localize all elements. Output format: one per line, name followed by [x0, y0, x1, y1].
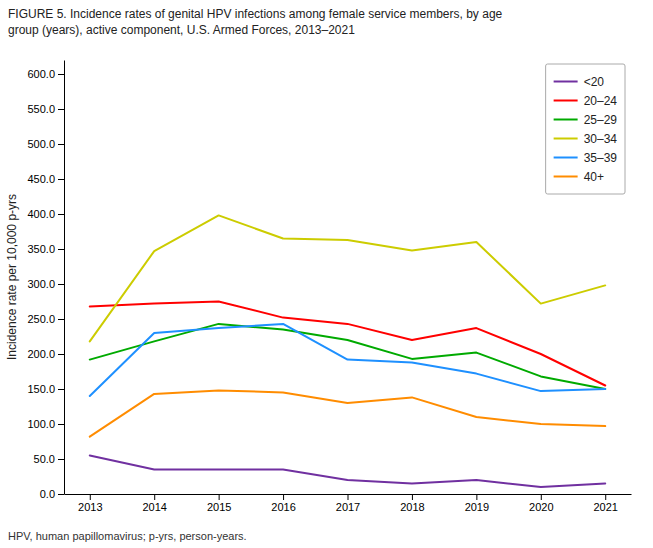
- series-line: [90, 324, 605, 389]
- y-axis: 0.0 50.0 100.0 150.0 200.0 250.0 300.0 350.0 400…: [27, 61, 64, 501]
- plot-area: [90, 215, 605, 487]
- series-line: [90, 390, 605, 436]
- x-tick-label: 2017: [336, 501, 360, 513]
- legend-label: 35–39: [584, 151, 618, 165]
- y-tick-label: 150.0: [27, 383, 55, 395]
- y-tick-label: 200.0: [27, 348, 55, 360]
- x-tick: 2017: [336, 494, 360, 513]
- x-tick: 2018: [400, 494, 424, 513]
- y-tick-mark: [58, 319, 64, 320]
- series-line: [90, 302, 605, 386]
- y-tick-mark: [58, 214, 64, 215]
- y-tick-label: 0.0: [40, 488, 55, 500]
- x-tick-mark: [90, 494, 91, 500]
- y-tick-label: 250.0: [27, 313, 55, 325]
- y-tick-mark: [58, 109, 64, 110]
- y-tick-label: 500.0: [27, 138, 55, 150]
- x-tick-mark: [541, 494, 542, 500]
- legend-label: <20: [584, 75, 605, 89]
- x-tick-label: 2014: [142, 501, 166, 513]
- x-tick-label: 2018: [400, 501, 424, 513]
- x-tick-label: 2015: [207, 501, 231, 513]
- y-tick-mark: [58, 354, 64, 355]
- legend-label: 30–34: [584, 132, 618, 146]
- x-tick-mark: [476, 494, 477, 500]
- legend-label: 25–29: [584, 113, 618, 127]
- legend-swatch: [554, 119, 578, 121]
- y-tick-label: 50.0: [34, 453, 55, 465]
- x-tick: 2013: [78, 494, 102, 513]
- y-tick-mark: [58, 249, 64, 250]
- y-tick-label: 400.0: [27, 208, 55, 220]
- legend-label: 20–24: [584, 94, 618, 108]
- x-tick: 2016: [271, 494, 295, 513]
- y-tick: 0.0: [40, 488, 64, 500]
- x-tick: 2019: [465, 494, 489, 513]
- y-tick: 300.0: [27, 278, 64, 290]
- y-tick: 150.0: [27, 383, 64, 395]
- series-line: [90, 456, 605, 488]
- y-tick: 250.0: [27, 313, 64, 325]
- y-tick: 600.0: [27, 68, 64, 80]
- y-tick: 450.0: [27, 173, 64, 185]
- x-tick: 2021: [593, 494, 617, 513]
- y-tick: 500.0: [27, 138, 64, 150]
- y-tick: 400.0: [27, 208, 64, 220]
- x-tick-mark: [219, 494, 220, 500]
- y-tick-label: 100.0: [27, 418, 55, 430]
- y-axis-title: Incidence rate per 10,000 p-yrs: [5, 194, 19, 360]
- series-line: [90, 324, 605, 396]
- legend-swatch: [554, 100, 578, 102]
- y-tick: 100.0: [27, 418, 64, 430]
- x-tick: 2020: [529, 494, 553, 513]
- x-tick-mark: [412, 494, 413, 500]
- x-tick: 2015: [207, 494, 231, 513]
- y-tick: 50.0: [34, 453, 64, 465]
- x-tick-mark: [348, 494, 349, 500]
- x-tick-mark: [605, 494, 606, 500]
- legend-swatch: [554, 176, 578, 178]
- y-tick-label: 300.0: [27, 278, 55, 290]
- y-tick-label: 600.0: [27, 68, 55, 80]
- y-tick-mark: [58, 179, 64, 180]
- y-tick-mark: [58, 389, 64, 390]
- legend-swatch: [554, 138, 578, 140]
- y-tick-mark: [58, 74, 64, 75]
- chart: FIGURE 5. Incidence rates of genital HPV…: [0, 0, 653, 548]
- y-tick-mark: [58, 424, 64, 425]
- x-axis: 2013 2014 2015 2016 2017 2018 2019 2020 2021: [65, 494, 632, 513]
- x-tick-label: 2016: [271, 501, 295, 513]
- y-axis-line: [64, 61, 65, 495]
- title: FIGURE 5. Incidence rates of genital HPV…: [8, 7, 503, 37]
- x-tick-label: 2019: [465, 501, 489, 513]
- legend-label: 40+: [584, 170, 604, 184]
- legend-swatch: [554, 81, 578, 83]
- y-tick-mark: [58, 459, 64, 460]
- x-tick-label: 2013: [78, 501, 102, 513]
- series-line: [90, 215, 605, 341]
- y-tick-label: 350.0: [27, 243, 55, 255]
- y-tick-label: 450.0: [27, 173, 55, 185]
- x-tick: 2014: [142, 494, 166, 513]
- footnote: HPV, human papillomavirus; p-yrs, person…: [8, 530, 247, 542]
- x-tick-label: 2021: [593, 501, 617, 513]
- legend-frame: [546, 64, 625, 194]
- legend: <20 20–24 25–29 30–34 35–39 40+: [546, 64, 625, 194]
- x-tick-mark: [154, 494, 155, 500]
- x-tick-mark: [283, 494, 284, 500]
- legend-swatch: [554, 157, 578, 159]
- y-tick: 550.0: [27, 103, 64, 115]
- y-tick-label: 550.0: [27, 103, 55, 115]
- y-tick: 350.0: [27, 243, 64, 255]
- x-tick-label: 2020: [529, 501, 553, 513]
- y-tick-mark: [58, 144, 64, 145]
- y-tick-mark: [58, 284, 64, 285]
- y-tick: 200.0: [27, 348, 64, 360]
- y-tick-mark: [58, 494, 64, 495]
